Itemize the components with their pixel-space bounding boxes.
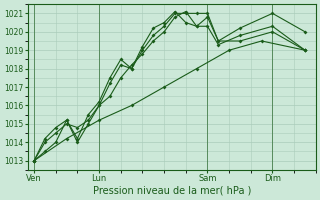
X-axis label: Pression niveau de la mer( hPa ): Pression niveau de la mer( hPa ) — [92, 186, 251, 196]
